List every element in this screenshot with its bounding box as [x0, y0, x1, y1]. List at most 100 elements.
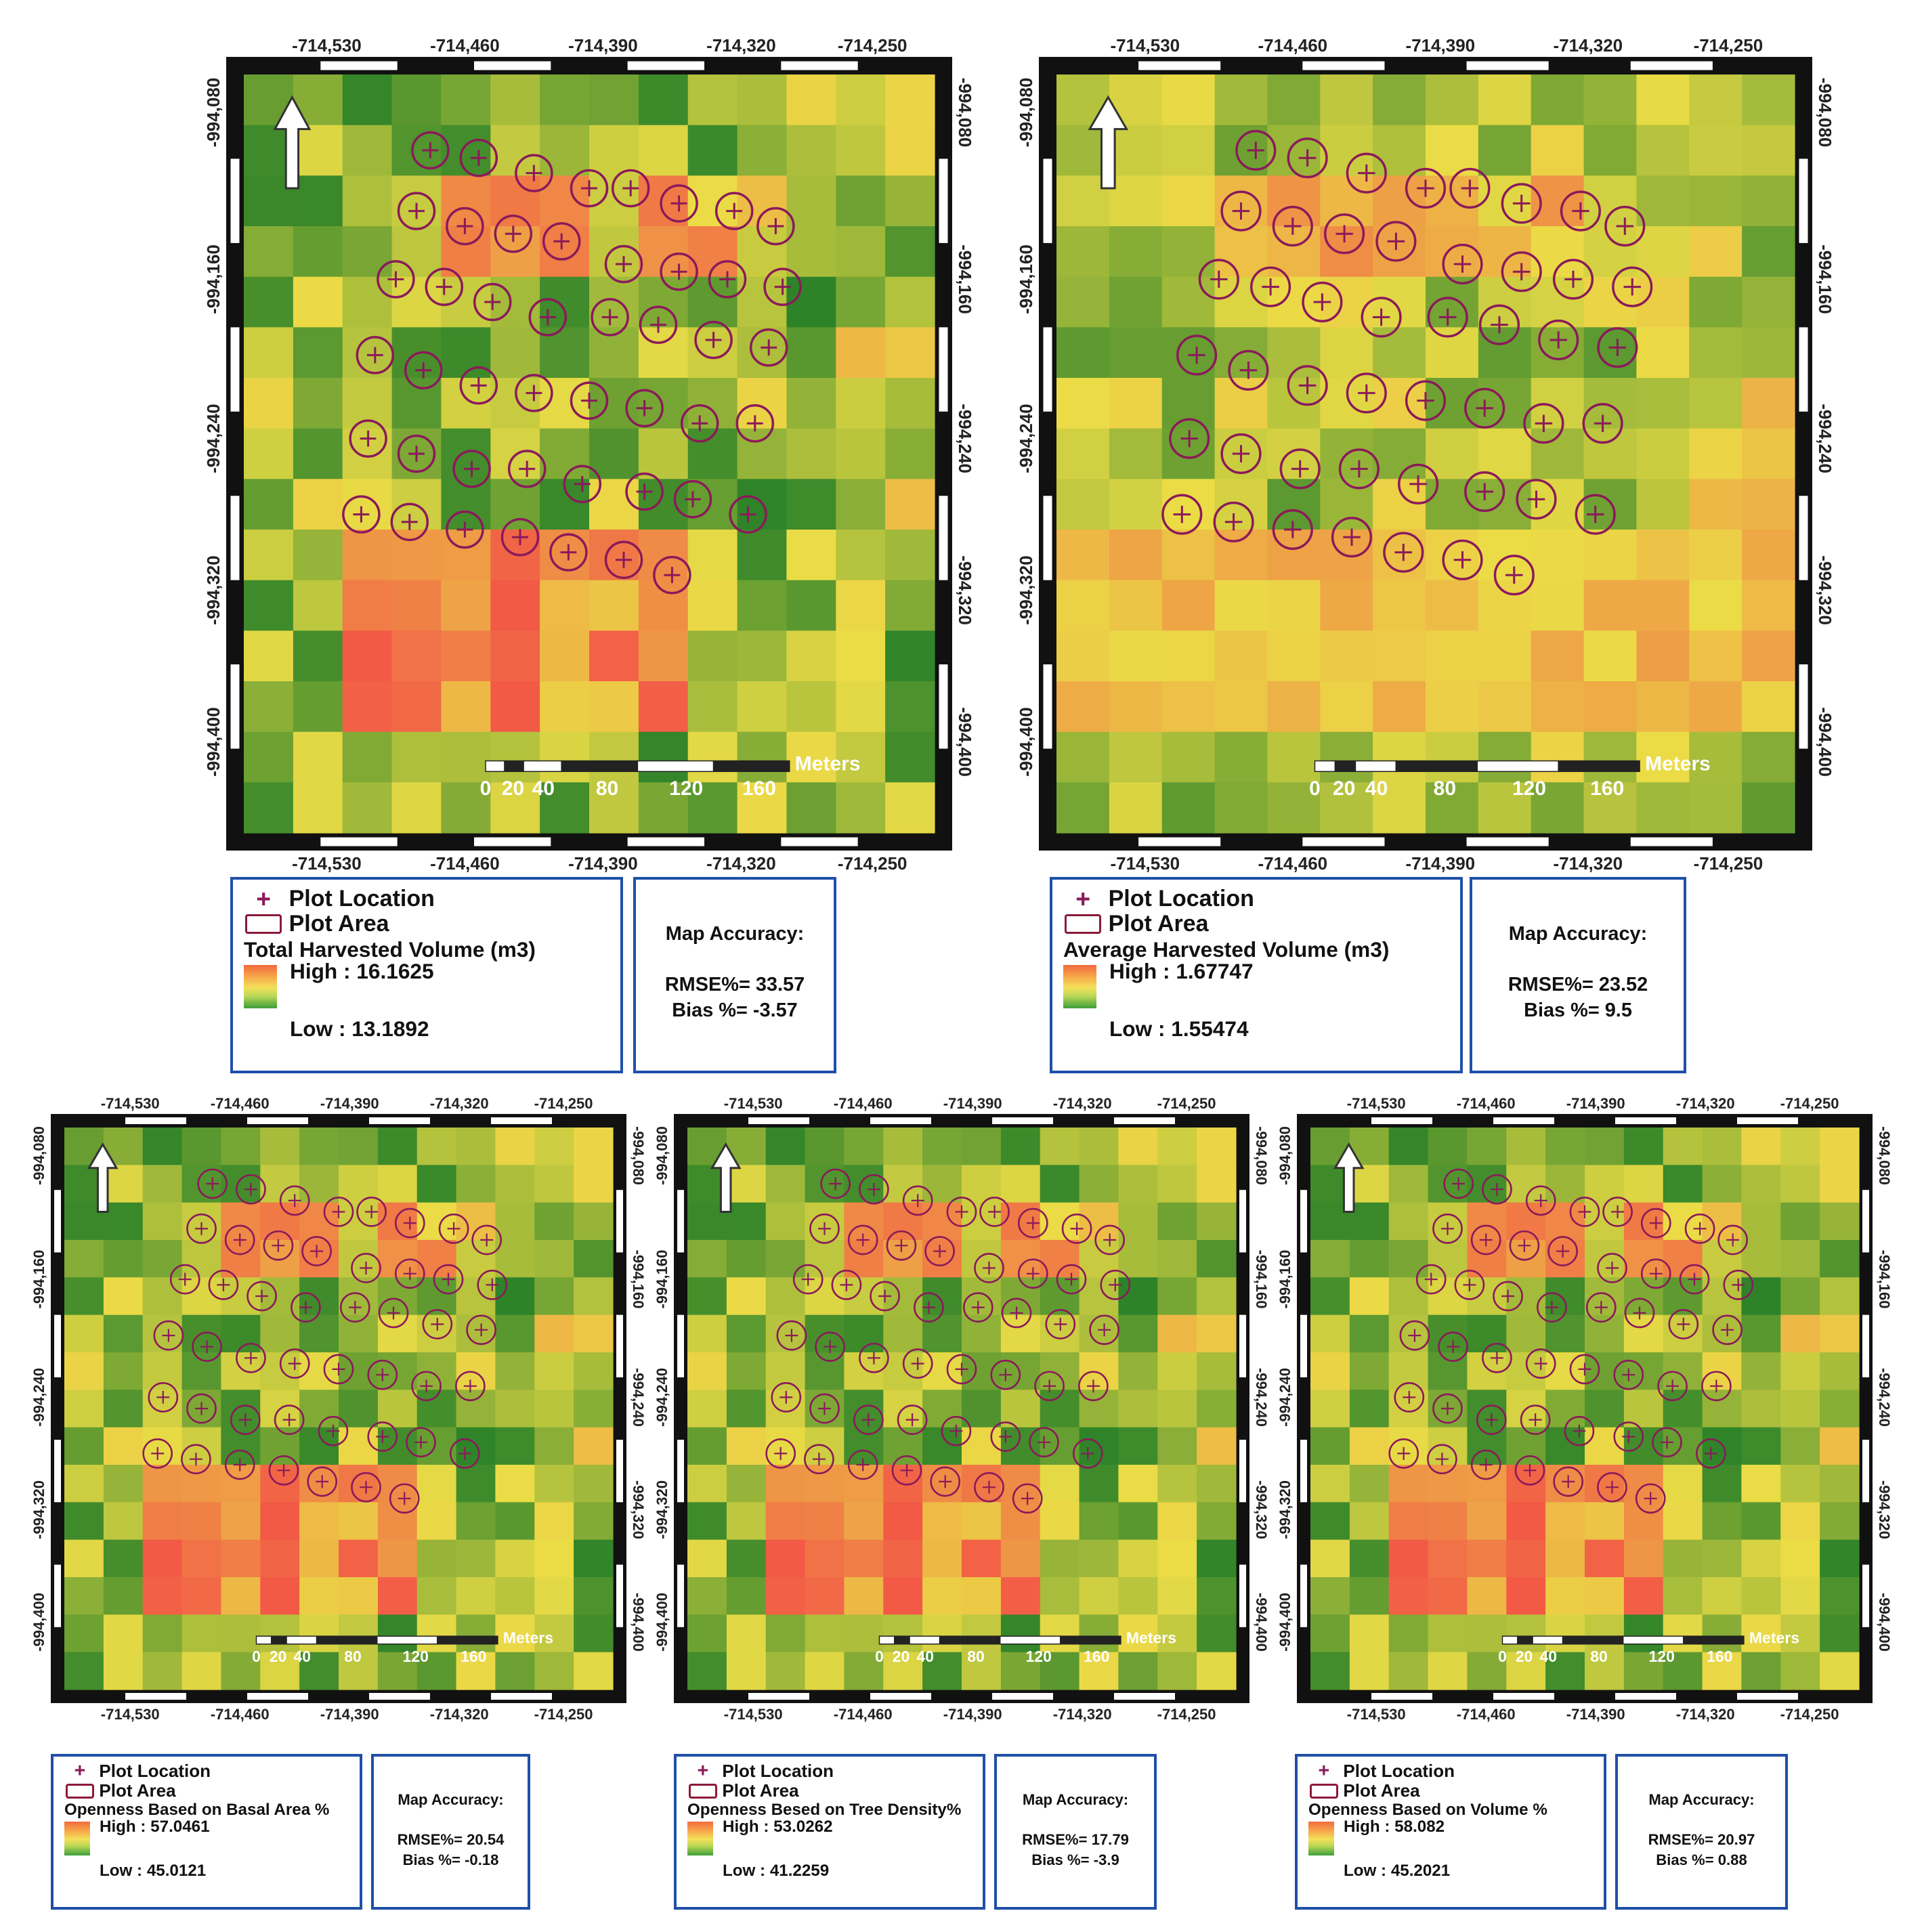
plot-marker[interactable]	[1220, 433, 1262, 475]
plot-marker[interactable]	[394, 1258, 425, 1289]
plot-marker[interactable]	[446, 207, 484, 246]
plot-marker[interactable]	[459, 138, 498, 177]
plot-marker[interactable]	[549, 533, 588, 572]
plot-marker[interactable]	[356, 1197, 387, 1227]
plot-marker[interactable]	[1442, 243, 1483, 285]
plot-marker[interactable]	[507, 450, 547, 488]
plot-marker[interactable]	[1552, 259, 1594, 300]
plot-marker[interactable]	[425, 267, 464, 306]
plot-marker[interactable]	[1442, 539, 1483, 580]
plot-marker[interactable]	[1213, 501, 1254, 542]
plot-marker[interactable]	[708, 260, 747, 299]
plot-marker[interactable]	[1346, 372, 1387, 414]
plot-marker[interactable]	[1560, 190, 1601, 232]
plot-marker[interactable]	[542, 222, 581, 261]
plot-marker[interactable]	[729, 495, 767, 534]
plot-marker[interactable]	[1361, 297, 1402, 338]
plot-marker[interactable]	[570, 381, 609, 420]
plot-marker[interactable]	[1279, 448, 1321, 490]
plot-marker[interactable]	[756, 207, 795, 246]
plot-marker[interactable]	[1493, 555, 1535, 596]
plot-marker[interactable]	[660, 184, 698, 223]
plot-marker[interactable]	[247, 1281, 277, 1312]
plot-marker[interactable]	[397, 434, 436, 473]
plot-marker[interactable]	[1346, 152, 1387, 194]
plot-marker[interactable]	[1331, 517, 1373, 558]
plot-marker[interactable]	[433, 1264, 464, 1295]
plot-marker[interactable]	[528, 298, 568, 337]
plot-marker[interactable]	[673, 479, 712, 519]
plot-marker[interactable]	[1464, 471, 1505, 513]
plot-marker[interactable]	[301, 1236, 332, 1266]
plot-marker[interactable]	[394, 1207, 425, 1239]
plot-marker[interactable]	[1523, 403, 1564, 444]
plot-marker[interactable]	[291, 1292, 321, 1323]
plot-marker[interactable]	[1449, 167, 1491, 209]
plot-marker[interactable]	[279, 1185, 310, 1216]
plot-marker[interactable]	[1464, 387, 1505, 429]
plot-marker[interactable]	[1427, 297, 1468, 338]
plot-marker[interactable]	[356, 336, 395, 374]
plot-marker[interactable]	[208, 1270, 239, 1300]
plot-marker[interactable]	[653, 555, 691, 595]
plot-marker[interactable]	[377, 260, 415, 299]
plot-marker[interactable]	[446, 510, 484, 549]
plot-marker[interactable]	[1538, 319, 1579, 361]
plot-marker[interactable]	[1516, 479, 1557, 520]
plot-marker[interactable]	[263, 1230, 294, 1261]
plot-marker[interactable]	[1250, 266, 1291, 307]
plot-marker[interactable]	[611, 169, 650, 208]
plot-marker[interactable]	[197, 1168, 228, 1199]
plot-marker[interactable]	[604, 244, 643, 284]
plot-marker[interactable]	[1220, 190, 1262, 232]
plot-marker[interactable]	[323, 1197, 354, 1227]
plot-marker[interactable]	[459, 366, 498, 405]
plot-marker[interactable]	[625, 389, 664, 428]
plot-marker[interactable]	[1398, 463, 1439, 505]
plot-marker[interactable]	[694, 320, 733, 360]
plot-marker[interactable]	[1338, 448, 1380, 490]
plot-marker[interactable]	[1176, 335, 1218, 376]
plot-marker[interactable]	[1235, 129, 1277, 171]
plot-marker[interactable]	[477, 1270, 508, 1300]
plot-marker[interactable]	[1272, 205, 1313, 247]
plot-marker[interactable]	[1501, 251, 1542, 293]
plot-marker[interactable]	[471, 1224, 503, 1255]
plot-marker[interactable]	[749, 328, 788, 367]
plot-marker[interactable]	[1161, 494, 1203, 535]
plot-marker[interactable]	[763, 267, 802, 306]
plot-marker[interactable]	[1302, 281, 1343, 323]
plot-marker[interactable]	[1604, 205, 1646, 247]
plot-marker[interactable]	[224, 1224, 255, 1255]
plot-marker[interactable]	[680, 404, 719, 443]
plot-marker[interactable]	[494, 214, 533, 253]
plot-marker[interactable]	[397, 192, 436, 230]
plot-marker[interactable]	[1597, 327, 1638, 368]
plot-marker[interactable]	[378, 1297, 409, 1329]
plot-marker[interactable]	[411, 131, 450, 170]
plot-marker[interactable]	[1287, 365, 1328, 406]
plot-marker[interactable]	[186, 1214, 217, 1244]
plot-marker[interactable]	[625, 472, 664, 511]
plot-marker[interactable]	[351, 1253, 381, 1283]
plot-marker[interactable]	[604, 540, 643, 580]
plot-marker[interactable]	[515, 374, 553, 412]
plot-marker[interactable]	[1287, 137, 1328, 179]
plot-marker[interactable]	[438, 1214, 469, 1244]
plot-marker[interactable]	[735, 404, 775, 443]
plot-marker[interactable]	[1405, 380, 1447, 421]
plot-marker[interactable]	[390, 502, 429, 542]
plot-marker[interactable]	[639, 305, 678, 344]
plot-marker[interactable]	[473, 282, 512, 322]
plot-marker[interactable]	[339, 1292, 370, 1323]
plot-marker[interactable]	[404, 351, 443, 390]
plot-marker[interactable]	[660, 252, 698, 291]
plot-marker[interactable]	[1324, 213, 1365, 255]
plot-marker[interactable]	[466, 1314, 496, 1346]
plot-marker[interactable]	[1228, 349, 1269, 391]
plot-marker[interactable]	[714, 192, 754, 230]
plot-marker[interactable]	[236, 1174, 266, 1205]
plot-marker[interactable]	[452, 450, 491, 488]
plot-marker[interactable]	[515, 154, 553, 192]
plot-marker[interactable]	[1169, 418, 1210, 459]
